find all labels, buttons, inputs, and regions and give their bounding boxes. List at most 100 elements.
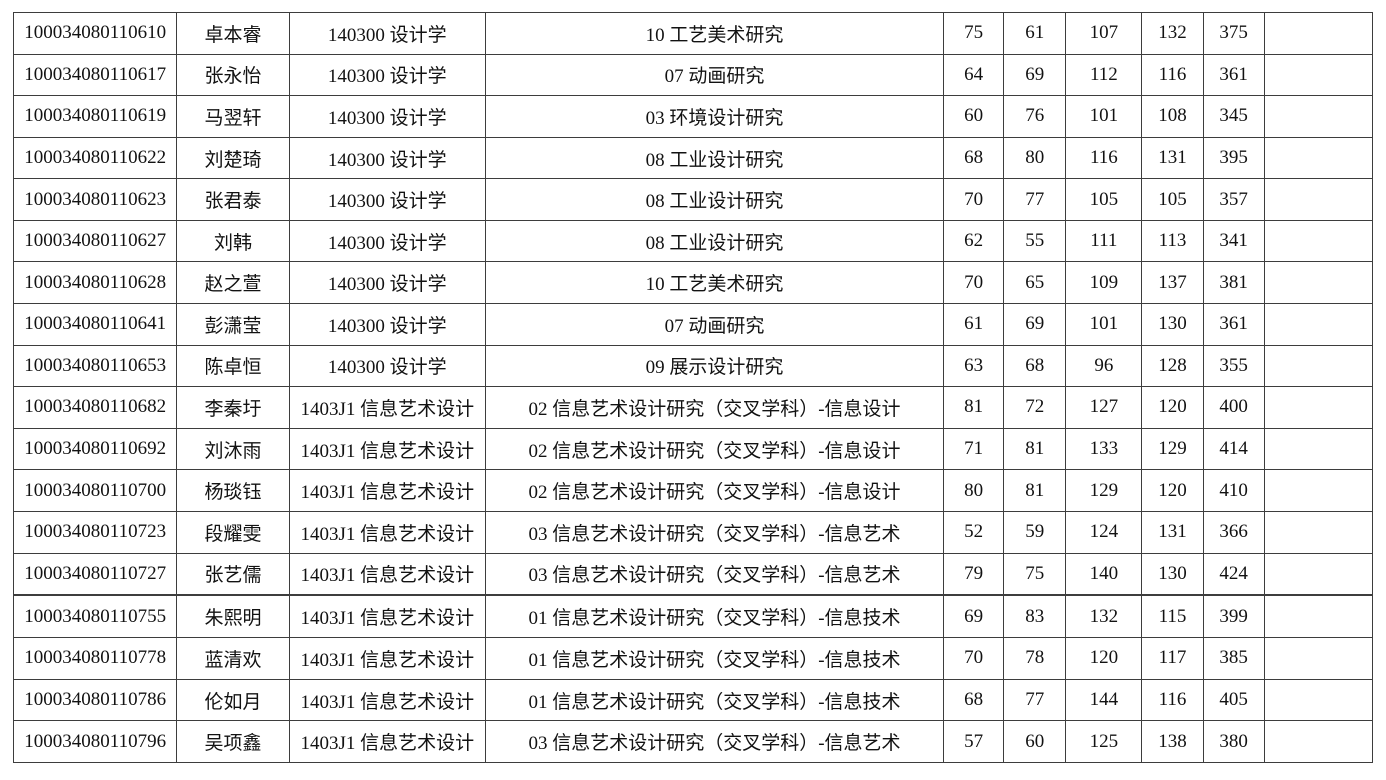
cell-total: 381 — [1202, 261, 1265, 305]
cell-s2: 75 — [1003, 552, 1067, 596]
cell-s1: 61 — [943, 303, 1005, 346]
cell-name: 刘楚琦 — [176, 136, 290, 180]
cell-s1: 60 — [943, 95, 1005, 138]
cell-id: 100034080110727 — [12, 552, 178, 596]
cell-note — [1263, 219, 1374, 263]
cell-name: 杨琰钰 — [176, 469, 290, 512]
cell-s2: 81 — [1003, 469, 1067, 512]
cell-s2: 77 — [1003, 178, 1067, 221]
cell-s1: 63 — [943, 344, 1005, 388]
cell-direction: 01 信息艺术设计研究（交叉学科）-信息技术 — [485, 594, 945, 639]
cell-s1: 70 — [943, 178, 1005, 221]
cell-s2: 69 — [1003, 53, 1067, 97]
table-row: 100034080110723 段耀雯 1403J1 信息艺术设计 03 信息艺术设计… — [12, 510, 1374, 554]
cell-major: 140300 设计学 — [288, 12, 487, 55]
cell-s3: 127 — [1065, 386, 1143, 429]
table-row: 100034080110653 陈卓恒 140300 设计学 09 展示设计研究 63 6… — [12, 344, 1374, 388]
cell-note — [1263, 261, 1374, 305]
table-row: 100034080110700 杨琰钰 1403J1 信息艺术设计 02 信息艺术设计… — [12, 469, 1374, 512]
cell-id: 100034080110627 — [12, 219, 178, 263]
cell-s2: 65 — [1003, 261, 1067, 305]
cell-s4: 138 — [1141, 720, 1204, 763]
cell-note — [1263, 344, 1374, 388]
cell-direction: 08 工业设计研究 — [485, 178, 945, 221]
cell-direction: 08 工业设计研究 — [485, 136, 945, 180]
cell-major: 140300 设计学 — [288, 136, 487, 180]
cell-s1: 62 — [943, 219, 1005, 263]
cell-major: 140300 设计学 — [288, 53, 487, 97]
table-row: 100034080110755 朱熙明 1403J1 信息艺术设计 01 信息艺术设计… — [12, 594, 1374, 639]
cell-major: 1403J1 信息艺术设计 — [288, 637, 487, 680]
cell-total: 366 — [1202, 510, 1265, 554]
cell-total: 357 — [1202, 178, 1265, 221]
cell-major: 1403J1 信息艺术设计 — [288, 469, 487, 512]
cell-s2: 55 — [1003, 219, 1067, 263]
cell-id: 100034080110755 — [12, 594, 178, 639]
cell-s3: 144 — [1065, 678, 1143, 722]
cell-s4: 120 — [1141, 386, 1204, 429]
cell-s3: 112 — [1065, 53, 1143, 97]
table-row: 100034080110682 李秦圩 1403J1 信息艺术设计 02 信息艺术设计… — [12, 386, 1374, 429]
cell-name: 蓝清欢 — [176, 637, 290, 680]
cell-note — [1263, 594, 1374, 639]
cell-s2: 72 — [1003, 386, 1067, 429]
cell-s1: 70 — [943, 637, 1005, 680]
cell-total: 395 — [1202, 136, 1265, 180]
cell-direction: 02 信息艺术设计研究（交叉学科）-信息设计 — [485, 427, 945, 471]
cell-note — [1263, 136, 1374, 180]
cell-s1: 68 — [943, 136, 1005, 180]
cell-major: 140300 设计学 — [288, 303, 487, 346]
cell-id: 100034080110617 — [12, 53, 178, 97]
cell-id: 100034080110619 — [12, 95, 178, 138]
cell-id: 100034080110700 — [12, 469, 178, 512]
cell-direction: 03 信息艺术设计研究（交叉学科）-信息艺术 — [485, 552, 945, 596]
cell-s1: 71 — [943, 427, 1005, 471]
cell-s3: 132 — [1065, 594, 1143, 639]
cell-total: 414 — [1202, 427, 1265, 471]
cell-total: 405 — [1202, 678, 1265, 722]
table-row: 100034080110627 刘韩 140300 设计学 08 工业设计研究 62 55… — [12, 219, 1374, 263]
cell-s1: 64 — [943, 53, 1005, 97]
table-row: 100034080110786 伦如月 1403J1 信息艺术设计 01 信息艺术设计… — [12, 678, 1374, 722]
cell-name: 伦如月 — [176, 678, 290, 722]
cell-s4: 116 — [1141, 678, 1204, 722]
cell-direction: 01 信息艺术设计研究（交叉学科）-信息技术 — [485, 637, 945, 680]
cell-s3: 116 — [1065, 136, 1143, 180]
admission-scores-table: 100034080110610 卓本睿 140300 设计学 10 工艺美术研究 75 6… — [12, 12, 1374, 763]
cell-s3: 96 — [1065, 344, 1143, 388]
cell-name: 张永怡 — [176, 53, 290, 97]
cell-name: 陈卓恒 — [176, 344, 290, 388]
cell-total: 399 — [1202, 594, 1265, 639]
cell-s4: 116 — [1141, 53, 1204, 97]
table-row: 100034080110641 彭潇莹 140300 设计学 07 动画研究 61 69 1… — [12, 303, 1374, 346]
cell-s2: 60 — [1003, 720, 1067, 763]
cell-s4: 129 — [1141, 427, 1204, 471]
cell-s1: 52 — [943, 510, 1005, 554]
cell-s3: 107 — [1065, 12, 1143, 55]
cell-s4: 108 — [1141, 95, 1204, 138]
table-row: 100034080110617 张永怡 140300 设计学 07 动画研究 64 69 1… — [12, 53, 1374, 97]
cell-major: 1403J1 信息艺术设计 — [288, 386, 487, 429]
cell-note — [1263, 386, 1374, 429]
cell-id: 100034080110622 — [12, 136, 178, 180]
cell-id: 100034080110723 — [12, 510, 178, 554]
cell-total: 341 — [1202, 219, 1265, 263]
table-row: 100034080110623 张君泰 140300 设计学 08 工业设计研究 70 7… — [12, 178, 1374, 221]
cell-direction: 03 信息艺术设计研究（交叉学科）-信息艺术 — [485, 510, 945, 554]
cell-total: 400 — [1202, 386, 1265, 429]
cell-total: 380 — [1202, 720, 1265, 763]
cell-note — [1263, 469, 1374, 512]
cell-note — [1263, 178, 1374, 221]
cell-direction: 03 信息艺术设计研究（交叉学科）-信息艺术 — [485, 720, 945, 763]
cell-name: 吴项鑫 — [176, 720, 290, 763]
cell-total: 385 — [1202, 637, 1265, 680]
cell-direction: 07 动画研究 — [485, 303, 945, 346]
cell-s1: 79 — [943, 552, 1005, 596]
cell-s3: 105 — [1065, 178, 1143, 221]
cell-direction: 01 信息艺术设计研究（交叉学科）-信息技术 — [485, 678, 945, 722]
cell-s4: 130 — [1141, 303, 1204, 346]
cell-s3: 133 — [1065, 427, 1143, 471]
cell-s1: 70 — [943, 261, 1005, 305]
cell-s3: 129 — [1065, 469, 1143, 512]
table-row: 100034080110796 吴项鑫 1403J1 信息艺术设计 03 信息艺术设计… — [12, 720, 1374, 763]
